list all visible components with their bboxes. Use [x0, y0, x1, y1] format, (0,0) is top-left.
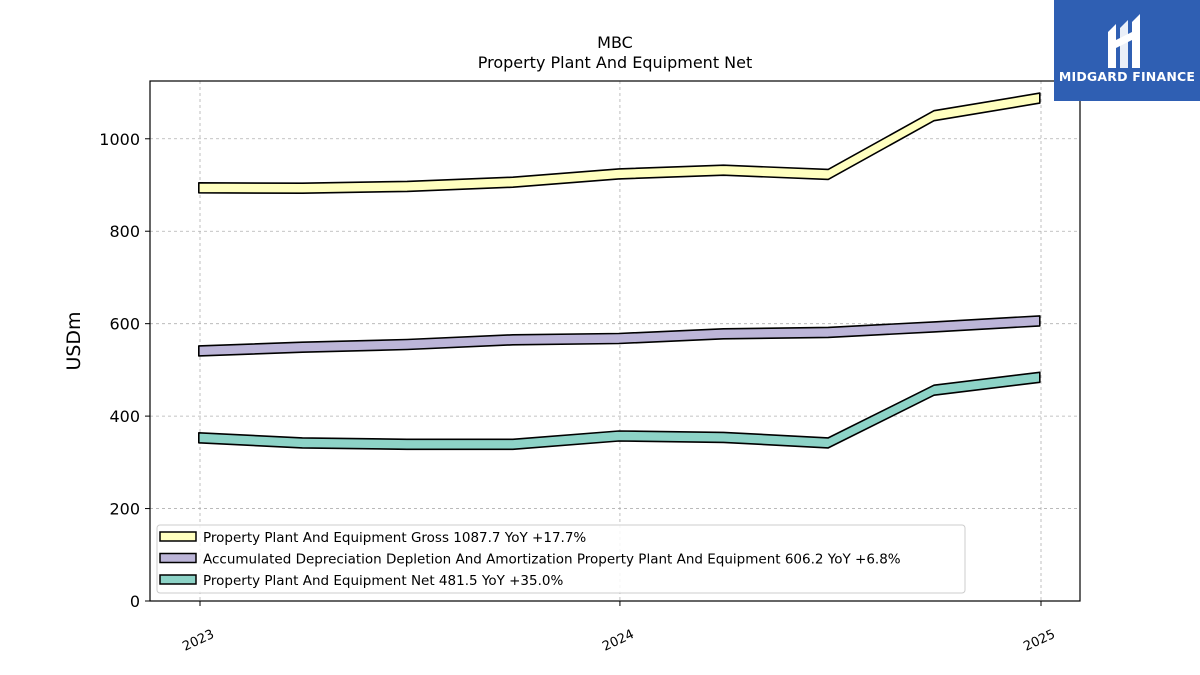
legend-entry: Accumulated Depreciation Depletion And A…	[203, 552, 901, 568]
x-tick-label: 2023	[180, 627, 216, 655]
y-tick-label: 600	[109, 315, 140, 334]
series-band	[198, 371, 1041, 451]
brand-logo: MIDGARD FINANCE	[1054, 0, 1200, 101]
y-axis: 0 200 400 600 800 1000	[99, 130, 150, 611]
x-axis: 2023 2024 2025	[180, 601, 1058, 655]
legend-swatch	[159, 531, 197, 542]
y-tick-label: 200	[109, 500, 140, 519]
legend-box	[156, 524, 966, 594]
legend-swatch	[159, 574, 197, 585]
legend-swatch	[159, 552, 197, 564]
x-tick-label: 2024	[600, 627, 636, 655]
chart-subtitle: Property Plant And Equipment Net	[478, 53, 753, 72]
y-tick-label: 0	[130, 592, 140, 611]
y-axis-label: USDm	[63, 311, 85, 370]
logo-mark-icon	[1108, 14, 1140, 68]
logo-text: MIDGARD FINANCE	[1058, 69, 1196, 84]
chart-title: MBC	[597, 33, 633, 52]
plot-frame	[149, 80, 1081, 602]
y-tick-label: 1000	[99, 130, 140, 149]
series-band	[198, 315, 1041, 357]
x-tick-label: 2025	[1021, 627, 1057, 655]
y-tick-label: 400	[109, 407, 140, 426]
legend: Property Plant And Equipment Gross 1087.…	[156, 524, 966, 594]
series-band	[198, 92, 1041, 194]
legend-entry: Property Plant And Equipment Gross 1087.…	[203, 530, 586, 546]
legend-entry: Property Plant And Equipment Net 481.5 Y…	[203, 573, 563, 589]
series-layer	[198, 92, 1041, 451]
y-tick-label: 800	[109, 222, 140, 241]
